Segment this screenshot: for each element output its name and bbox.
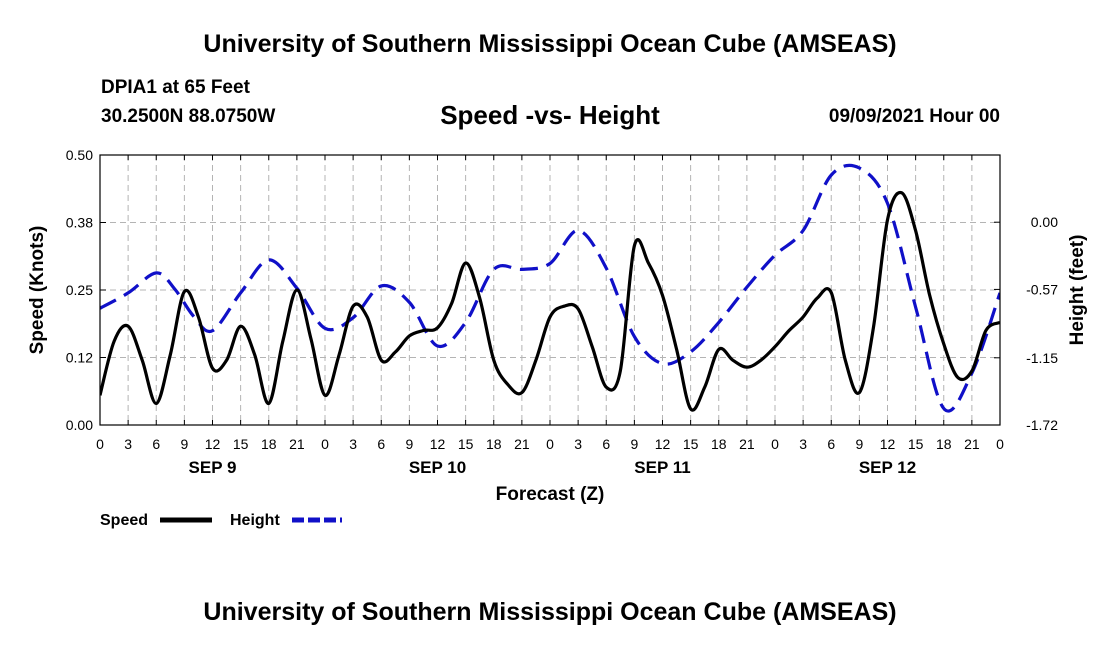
x-tick-label: 9 [855,436,863,452]
y-axis-label: Speed (Knots) [27,226,48,355]
x-tick-label: 0 [321,436,329,452]
x-tick-label: 6 [602,436,610,452]
forecast-datetime: 09/09/2021 Hour 00 [828,106,1000,127]
x-tick-label: 0 [771,436,779,452]
x-tick-label: 0 [546,436,554,452]
x-tick-label: 9 [180,436,188,452]
x-tick-label: 18 [486,436,502,452]
x-tick-label: 3 [574,436,582,452]
x-axis-label: Forecast (Z) [496,484,605,505]
x-tick-label: 12 [430,436,446,452]
x-tick-label: 18 [261,436,277,452]
day-label: SEP 9 [189,458,237,477]
chart-title-bottom: University of Southern Mississippi Ocean… [203,598,897,626]
x-tick-label: 0 [96,436,104,452]
grid [100,155,1000,425]
coordinates-label: 30.2500N 88.0750W [101,106,276,127]
x-tick-label: 21 [964,436,980,452]
x-tick-label: 6 [827,436,835,452]
x-tick-label: 15 [458,436,474,452]
x-tick-label: 9 [630,436,638,452]
x-tick-label: 3 [124,436,132,452]
x-tick-label: 21 [289,436,305,452]
x-tick-label: 0 [996,436,1004,452]
y-tick-label: 0.25 [66,282,93,298]
axes: 0 3 6 9 12 15 18 21 0 3 6 9 12 15 18 21 0 3 6 9 12 15 18 21 0 3 6 9… [66,147,1058,477]
y-tick-label: 0.38 [66,215,93,231]
x-tick-label: 21 [514,436,530,452]
height-series-line [100,163,1000,413]
x-tick-label: 18 [711,436,727,452]
x-tick-label: 21 [739,436,755,452]
legend-height-label: Height [230,512,280,529]
y-tick-label: 0.12 [66,350,93,366]
x-tick-label: 12 [205,436,221,452]
y2-axis-label: Height (feet) [1067,235,1088,346]
y-tick-label: 0.00 [66,417,93,433]
y2-tick-label: 0.00 [1031,214,1058,230]
x-tick-label: 12 [880,436,896,452]
speed-series-line [100,190,1000,412]
y2-tick-label: -1.72 [1026,417,1058,433]
x-tick-label: 3 [799,436,807,452]
y2-tick-label: -0.57 [1026,281,1058,297]
x-tick-label: 12 [655,436,671,452]
x-tick-label: 15 [908,436,924,452]
day-label: SEP 11 [634,458,690,477]
chart-subtitle: Speed -vs- Height [440,100,660,130]
y2-tick-label: -1.15 [1026,350,1058,366]
x-tick-label: 18 [936,436,952,452]
chart-title-top: University of Southern Mississippi Ocean… [203,30,897,58]
day-label: SEP 10 [409,458,466,477]
day-label: SEP 12 [859,458,916,477]
station-label: DPIA1 at 65 Feet [101,77,250,98]
y-tick-label: 0.50 [66,147,93,163]
x-tick-label: 3 [349,436,357,452]
x-tick-label: 6 [377,436,385,452]
legend: Speed Height [100,512,342,529]
x-tick-label: 15 [233,436,249,452]
x-tick-label: 6 [152,436,160,452]
series-layer [100,163,1000,413]
x-tick-label: 9 [405,436,413,452]
legend-speed-label: Speed [100,512,148,529]
x-tick-label: 15 [683,436,699,452]
